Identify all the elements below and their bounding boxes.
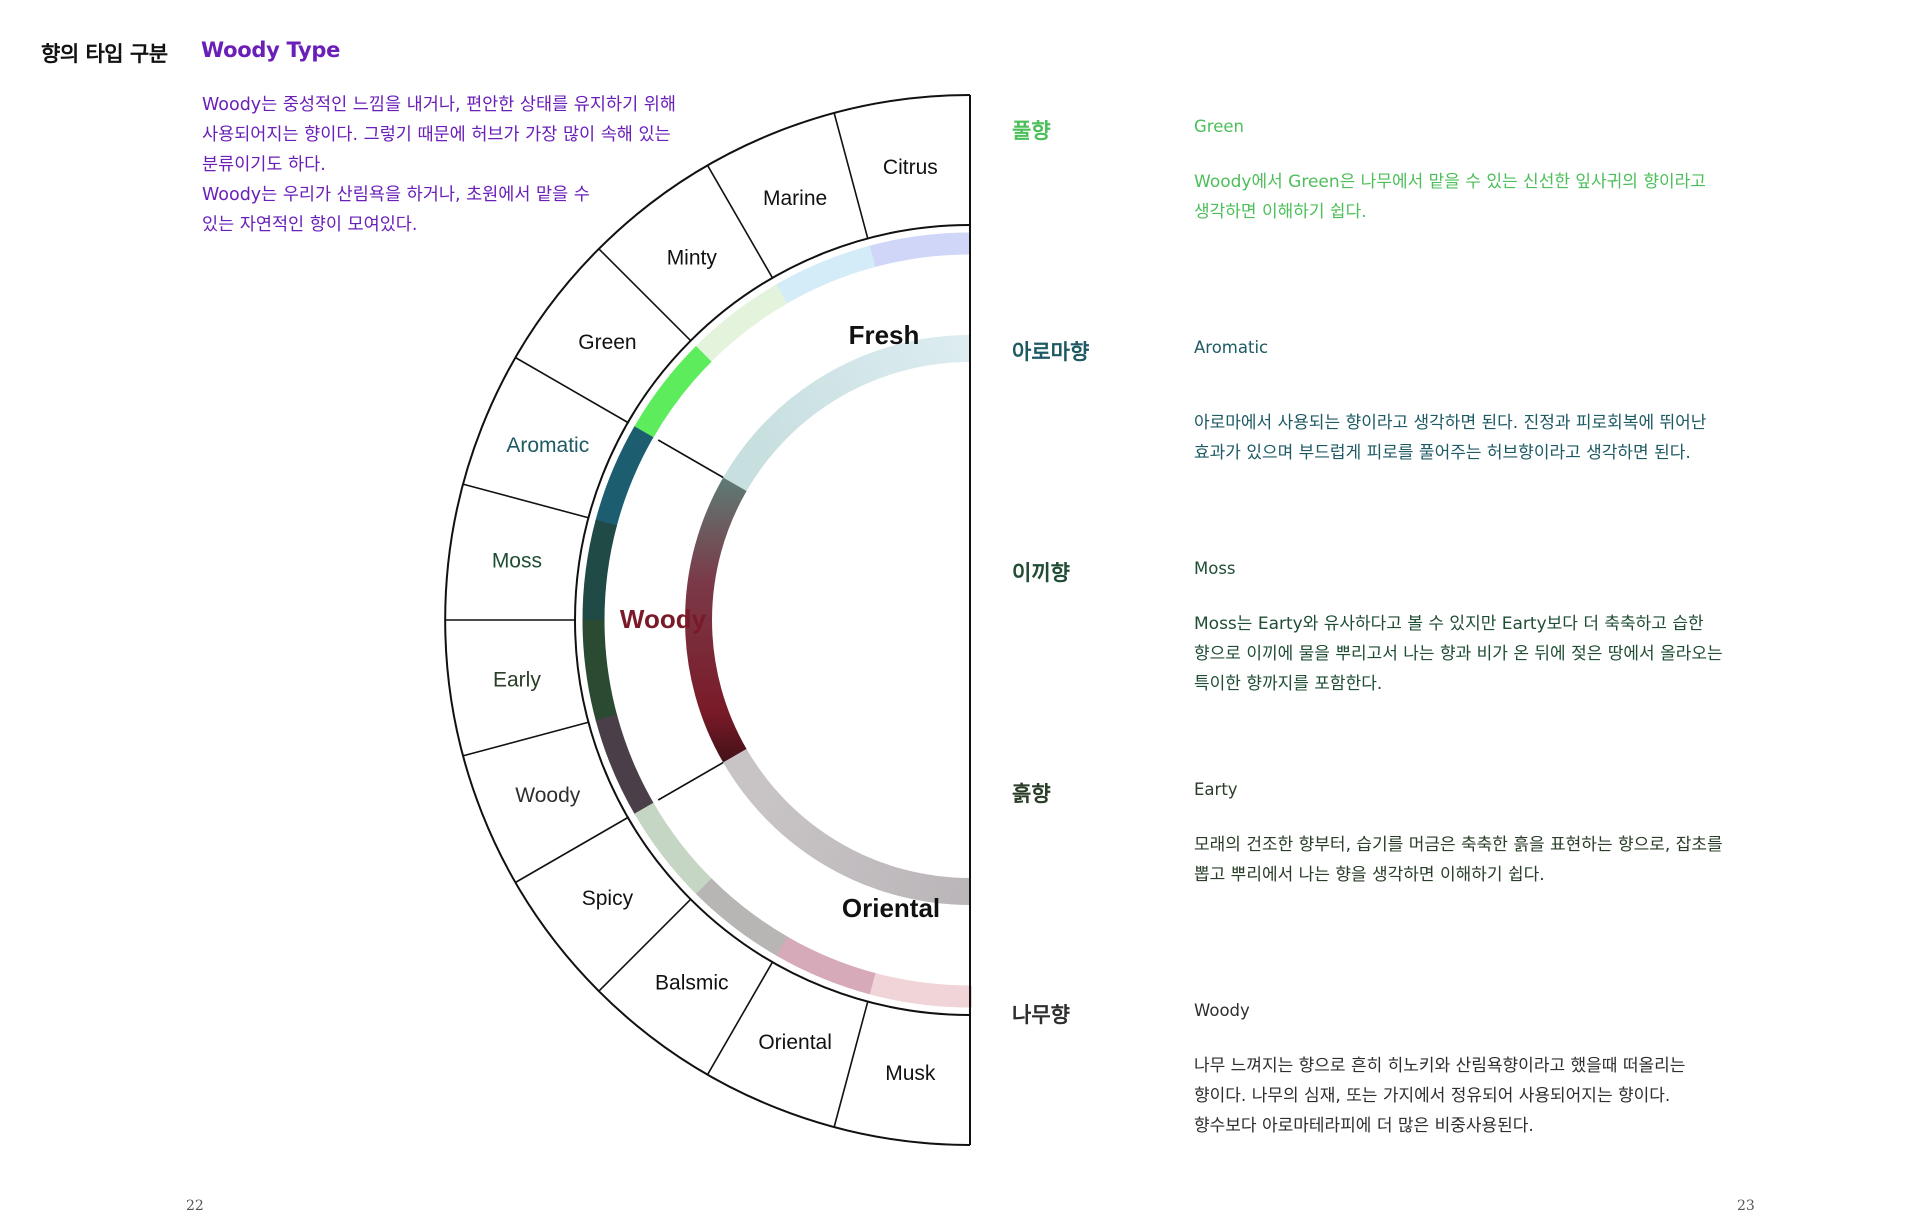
entry-description-line: 향이다. 나무의 심재, 또는 가지에서 정유되어 사용되어지는 향이다.	[1194, 1086, 1671, 1106]
entry-korean-name: 이끼향	[1012, 561, 1070, 585]
entry-english-name: Earty	[1194, 780, 1238, 799]
entry-description: 나무 느껴지는 향으로 흔히 히노키와 산림욕향이라고 했을때 떠올리는 향이다…	[1194, 1051, 1754, 1141]
note-label: Spicy	[582, 887, 634, 910]
entry-korean-name: 아로마향	[1012, 340, 1090, 364]
note-label: Balsmic	[655, 972, 729, 995]
note-label: Minty	[667, 246, 718, 269]
note-divider	[514, 356, 629, 424]
entry-description: 아로마에서 사용되는 향이라고 생각하면 된다. 진정과 피로회복에 뛰어난 효…	[1194, 408, 1754, 468]
family-label: Oriental	[842, 893, 940, 923]
family-color-band	[723, 748, 971, 905]
entry-description-line: 특이한 향까지를 포함한다.	[1194, 674, 1383, 694]
page-title: 향의 타입 구분	[41, 42, 168, 66]
intro-line: 분류이기도 하다.	[202, 155, 326, 175]
note-divider	[706, 961, 774, 1076]
entry-description-line: 향으로 이끼에 물을 뿌리고서 나는 향과 비가 온 뒤에 젖은 땅에서 올라오…	[1194, 644, 1723, 664]
intro-line: Woody는 우리가 산림욕을 하거나, 초원에서 맡을 수	[202, 185, 590, 205]
note-color-band	[595, 426, 654, 528]
note-divider	[462, 483, 589, 519]
note-color-band	[774, 245, 876, 305]
note-color-band	[582, 619, 618, 723]
note-color-band	[634, 802, 714, 896]
note-label: Citrus	[883, 156, 938, 179]
note-label: Woody	[515, 784, 580, 807]
intro-text: Woody는 중성적인 느낌을 내거나, 편안한 상태를 유지하기 위해 사용되…	[202, 90, 762, 240]
page-number-right: 23	[1737, 1198, 1755, 1214]
page-subtitle: Woody Type	[201, 38, 341, 62]
family-color-band	[685, 477, 747, 763]
entry-description-line: 모래의 건조한 향부터, 습기를 머금은 축축한 흙을 표현하는 향으로, 잡초…	[1194, 835, 1723, 855]
entry-korean-name: 나무향	[1012, 1003, 1070, 1027]
entry-english-name: Aromatic	[1194, 338, 1269, 357]
note-divider	[833, 112, 869, 239]
entry-description: Woody에서 Green은 나무에서 맡을 수 있는 신선한 잎사귀의 향이라…	[1194, 167, 1754, 227]
entry-description-line: Moss는 Earty와 유사하다고 볼 수 있지만 Earty보다 더 축축하…	[1194, 614, 1704, 634]
note-color-band	[694, 284, 788, 364]
family-label: Fresh	[849, 320, 920, 350]
note-color-band	[696, 878, 790, 957]
note-label: Aromatic	[506, 434, 589, 457]
entry-description-line: 아로마에서 사용되는 향이라고 생각하면 된다. 진정과 피로회복에 뛰어난	[1194, 413, 1707, 433]
entry-description-line: 효과가 있으며 부드럽게 피로를 풀어주는 허브향이라고 생각하면 된다.	[1194, 443, 1691, 463]
note-color-band	[869, 973, 973, 1008]
entry-english-name: Green	[1194, 117, 1244, 136]
family-divider	[657, 761, 724, 801]
family-label: Woody	[620, 604, 707, 634]
family-divider	[657, 439, 724, 479]
note-ring-boundary	[574, 224, 971, 1016]
note-color-band	[582, 519, 617, 623]
note-label: Musk	[885, 1062, 936, 1085]
entry-english-name: Moss	[1194, 559, 1236, 578]
entry-description-line: 뽑고 뿌리에서 나는 향을 생각하면 이해하기 쉽다.	[1194, 865, 1545, 885]
note-label: Early	[493, 669, 541, 692]
note-color-band	[867, 232, 971, 268]
note-divider	[514, 816, 629, 884]
note-divider	[462, 721, 589, 757]
entry-description-line: 생각하면 이해하기 쉽다.	[1194, 202, 1367, 222]
note-divider	[833, 1001, 869, 1128]
note-divider	[598, 898, 692, 992]
note-label: Green	[578, 331, 636, 354]
entry-description-line: 향수보다 아로마테라피에 더 많은 비중사용된다.	[1194, 1116, 1534, 1136]
note-label: Oriental	[758, 1031, 832, 1054]
entry-description-line: Woody에서 Green은 나무에서 맡을 수 있는 신선한 잎사귀의 향이라…	[1194, 172, 1706, 192]
note-color-band	[776, 936, 878, 995]
note-divider	[706, 164, 774, 279]
entry-korean-name: 풀향	[1012, 119, 1051, 143]
page-number-left: 22	[186, 1198, 204, 1214]
entry-korean-name: 흙향	[1012, 782, 1051, 806]
note-label: Marine	[763, 187, 827, 210]
note-color-band	[633, 346, 712, 440]
entry-english-name: Woody	[1194, 1001, 1250, 1020]
note-color-band	[595, 714, 655, 816]
note-divider	[598, 248, 692, 342]
intro-line: Woody는 중성적인 느낌을 내거나, 편안한 상태를 유지하기 위해	[202, 95, 676, 115]
intro-line: 사용되어지는 향이다. 그렇기 때문에 허브가 가장 많이 속해 있는	[202, 125, 671, 145]
intro-line: 있는 자연적인 향이 모여있다.	[202, 215, 418, 235]
entry-description-line: 나무 느껴지는 향으로 흔히 히노키와 산림욕향이라고 했을때 떠올리는	[1194, 1056, 1686, 1076]
entry-description: 모래의 건조한 향부터, 습기를 머금은 축축한 흙을 표현하는 향으로, 잡초…	[1194, 830, 1754, 890]
note-label: Moss	[492, 549, 542, 572]
family-color-band	[723, 335, 971, 492]
entry-description: Moss는 Earty와 유사하다고 볼 수 있지만 Earty보다 더 축축하…	[1194, 609, 1754, 699]
